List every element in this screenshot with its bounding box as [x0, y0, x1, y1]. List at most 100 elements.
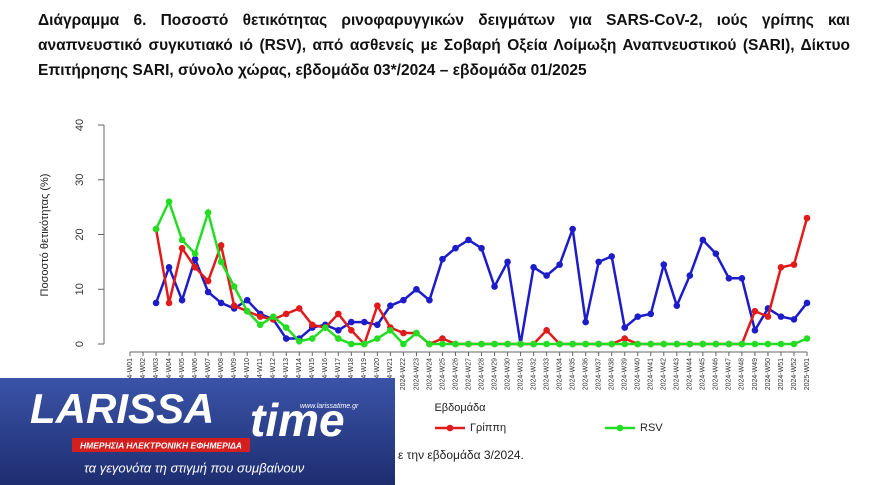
data-point	[321, 324, 329, 331]
x-tick-label: 2024-W16	[322, 358, 329, 390]
x-tick-label: 2024-W52	[791, 358, 798, 390]
x-tick-label: 2024-W22	[400, 358, 407, 390]
data-point	[413, 329, 420, 337]
data-point	[803, 214, 811, 222]
data-point	[504, 340, 511, 348]
x-tick-label: 2024-W09	[231, 358, 238, 390]
x-tick-label: 2024-W26	[452, 358, 459, 390]
data-point	[751, 340, 759, 348]
x-tick-label: 2024-W36	[583, 358, 590, 390]
data-point	[269, 313, 277, 320]
x-tick-label: 2024-W25	[439, 358, 446, 390]
data-point	[608, 340, 616, 348]
x-tick-label: 2024-W48	[739, 358, 746, 390]
footnote: ε την εβδομάδα 3/2024.	[398, 448, 524, 462]
x-axis-label: Εβδομάδα	[434, 402, 486, 414]
x-tick-label: 2024-W07	[205, 358, 212, 390]
data-point	[387, 302, 394, 309]
data-point	[204, 277, 212, 285]
data-point	[647, 310, 655, 318]
data-point	[295, 305, 303, 312]
data-point	[256, 313, 264, 320]
data-point	[413, 285, 420, 293]
x-tick-label: 2024-W28	[478, 358, 485, 390]
data-point	[686, 340, 694, 348]
x-tick-label: 2024-W02	[140, 358, 147, 390]
data-point	[348, 340, 355, 348]
x-tick-label: 2024-W34	[556, 358, 563, 390]
data-point	[217, 242, 225, 249]
data-point	[504, 258, 511, 266]
data-point	[178, 244, 186, 252]
data-point	[152, 225, 160, 233]
data-point	[725, 340, 733, 348]
x-tick-label: 2024-W42	[661, 358, 668, 390]
slogan: τα γεγονότα τη στιγμή που συμβαίνουν	[84, 460, 305, 475]
data-point	[361, 318, 368, 326]
data-point	[439, 255, 446, 263]
x-tick-label: 2024-W17	[335, 358, 342, 390]
legend-label: RSV	[640, 422, 663, 434]
data-point	[465, 236, 472, 244]
x-tick-label: 2024-W29	[491, 358, 498, 390]
data-point	[335, 335, 342, 342]
data-point	[178, 296, 186, 304]
x-tick-label: 2024-W04	[166, 358, 173, 390]
plot-area: 0 10 20 30 40 2024-W01 2024-W02 2024-W03 2024-W0…	[74, 119, 811, 434]
data-point	[569, 225, 576, 233]
y-tick-label: 20	[74, 228, 86, 240]
tagline-bg	[72, 438, 250, 452]
data-point	[152, 299, 160, 307]
brand-left: LARISSA	[30, 385, 214, 432]
data-point	[530, 264, 537, 271]
data-point	[165, 198, 173, 205]
x-tick-label: 2024-W12	[270, 358, 277, 390]
data-point	[582, 340, 589, 348]
data-point	[217, 258, 225, 266]
x-tick-label: 2024-W45	[700, 358, 707, 390]
data-point	[387, 327, 394, 334]
data-point	[374, 321, 381, 329]
x-tick-label: 2024-W51	[778, 358, 785, 390]
y-axis-label: Ποσοστό θετικότητας (%)	[39, 174, 51, 297]
data-point	[764, 340, 772, 348]
data-point	[217, 299, 225, 307]
data-point	[517, 340, 524, 348]
data-point	[543, 272, 550, 279]
data-point	[790, 261, 798, 268]
data-point	[178, 236, 186, 244]
data-point	[738, 340, 746, 348]
data-point	[165, 264, 173, 271]
x-tick-label: 2024-W39	[622, 358, 629, 390]
data-point	[686, 272, 694, 279]
chart-title: Διάγραμμα 6. Ποσοστό θετικότητας ρινοφαρ…	[38, 12, 850, 79]
data-point	[374, 335, 381, 342]
data-point	[803, 299, 811, 307]
data-point	[230, 283, 238, 290]
data-point	[790, 340, 798, 348]
data-point	[191, 250, 199, 257]
data-point	[191, 255, 199, 263]
x-tick-label: 2024-W15	[309, 358, 316, 390]
data-point	[569, 340, 576, 348]
data-point	[204, 209, 212, 216]
x-tick-label: 2024-W27	[465, 358, 472, 390]
data-point	[777, 340, 785, 348]
data-point	[165, 299, 173, 307]
y-tick-label: 10	[74, 283, 86, 295]
data-point	[400, 340, 407, 348]
data-point	[243, 296, 251, 304]
series-line	[154, 217, 809, 347]
data-point	[335, 310, 342, 318]
x-tick-label: 2024-W35	[569, 358, 576, 390]
x-tick-label: 2024-W50	[765, 358, 772, 390]
x-tick-label: 2024-W23	[413, 358, 420, 390]
data-point	[790, 316, 798, 323]
data-point	[230, 302, 238, 309]
data-point	[204, 288, 212, 296]
data-point	[660, 261, 668, 268]
data-point	[595, 340, 602, 348]
data-point	[452, 340, 459, 348]
data-point	[595, 258, 602, 266]
